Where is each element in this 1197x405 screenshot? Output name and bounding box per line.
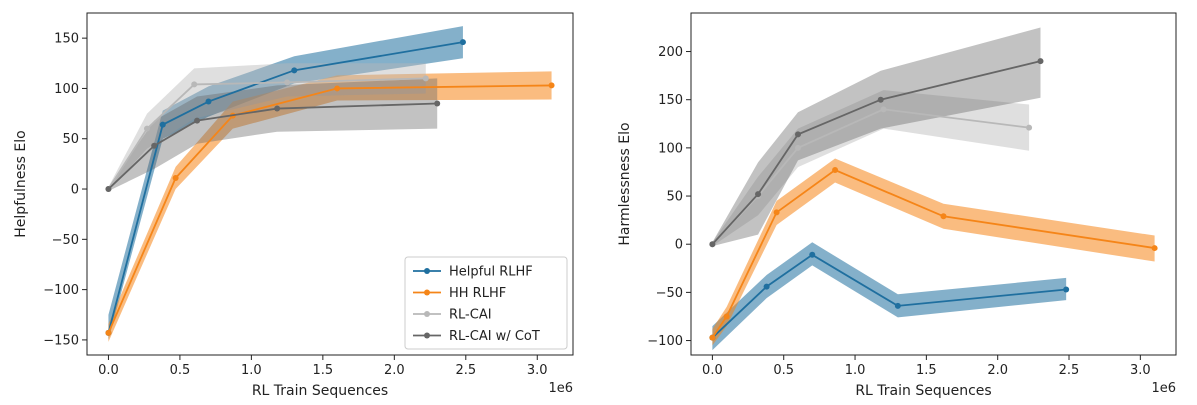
y-tick-label: −100 bbox=[647, 334, 683, 349]
y-tick-label: −150 bbox=[43, 333, 79, 348]
confidence-band-3 bbox=[108, 78, 438, 192]
data-point bbox=[773, 209, 780, 216]
y-tick-label: 100 bbox=[658, 141, 683, 156]
data-point bbox=[459, 39, 466, 46]
data-point bbox=[809, 251, 816, 258]
data-point bbox=[723, 313, 730, 320]
data-point bbox=[755, 191, 762, 198]
data-point bbox=[763, 283, 770, 290]
legend-box bbox=[404, 256, 568, 350]
x-tick-label: 1.5 bbox=[916, 363, 937, 378]
series-line-1 bbox=[711, 169, 1155, 339]
data-point bbox=[334, 85, 341, 92]
confidence-band-2 bbox=[108, 63, 426, 192]
helpfulness-plot: 0.0 0.5 1.0 1.5 2.0 2.5 3.0 −150 −100 −50 0 50 100 15… bbox=[13, 12, 574, 399]
x-tick-label: 0.5 bbox=[773, 363, 794, 378]
data-point bbox=[422, 75, 429, 82]
data-point bbox=[1037, 58, 1044, 65]
x-tick-label: 3.0 bbox=[527, 363, 548, 378]
data-point bbox=[434, 100, 441, 107]
data-point bbox=[144, 125, 151, 132]
x-tick-label: 2.0 bbox=[987, 363, 1008, 378]
legend: Helpful RLHF HH RLHF RL-CAI RL-CAI w/ CoT bbox=[404, 256, 568, 350]
data-point bbox=[877, 96, 884, 103]
y-tick-label: −100 bbox=[43, 283, 79, 298]
legend-label: RL-CAI bbox=[449, 308, 492, 323]
data-point bbox=[940, 213, 947, 220]
data-point bbox=[105, 186, 112, 193]
x-tick-label: 0.0 bbox=[702, 363, 723, 378]
data-point bbox=[894, 302, 901, 309]
data-point bbox=[284, 79, 291, 86]
data-point bbox=[1026, 124, 1033, 131]
legend-marker bbox=[424, 332, 430, 339]
x-tick-label: 2.0 bbox=[384, 363, 405, 378]
data-point bbox=[105, 329, 112, 336]
confidence-band-0 bbox=[108, 26, 463, 340]
y-tick-label: −50 bbox=[52, 233, 79, 248]
axes-frame bbox=[690, 12, 1177, 356]
x-tick-label: 2.5 bbox=[1059, 363, 1080, 378]
x-offset-text: 1e6 bbox=[1151, 381, 1176, 396]
data-point bbox=[191, 81, 198, 88]
x-tick-label: 1.0 bbox=[845, 363, 866, 378]
y-tick-label: −50 bbox=[656, 286, 683, 301]
data-point bbox=[205, 98, 212, 105]
y-tick-label: 150 bbox=[54, 32, 79, 47]
x-tick-label: 0.5 bbox=[170, 363, 191, 378]
y-axis-label: Harmlessness Elo bbox=[617, 122, 633, 245]
legend-marker bbox=[424, 311, 430, 317]
x-tick-label: 2.5 bbox=[455, 363, 476, 378]
confidence-band-3 bbox=[712, 27, 1041, 247]
y-tick-label: 0 bbox=[71, 183, 79, 198]
legend-label: Helpful RLHF bbox=[449, 265, 533, 280]
x-tick-label: 1.5 bbox=[313, 363, 334, 378]
x-axis-label: RL Train Sequences bbox=[855, 383, 991, 399]
data-point bbox=[151, 142, 158, 149]
y-tick-label: 200 bbox=[658, 45, 683, 60]
legend-marker bbox=[424, 289, 430, 296]
confidence-band-2 bbox=[712, 90, 1030, 247]
legend-label: RL-CAI w/ CoT bbox=[449, 329, 540, 344]
data-point bbox=[274, 105, 281, 112]
y-axis-label: Helpfulness Elo bbox=[13, 130, 29, 237]
data-point bbox=[159, 121, 166, 128]
harmlessness-plot: 0.0 0.5 1.0 1.5 2.0 2.5 3.0 −100 −50 0 50 100 150 200… bbox=[617, 12, 1177, 399]
data-point bbox=[709, 334, 716, 341]
data-point bbox=[832, 167, 839, 174]
data-point bbox=[194, 117, 201, 124]
y-tick-label: 100 bbox=[54, 82, 79, 97]
data-point bbox=[291, 67, 298, 74]
x-tick-label: 3.0 bbox=[1130, 363, 1151, 378]
y-tick-label: 50 bbox=[62, 132, 79, 147]
legend-marker bbox=[424, 268, 430, 274]
data-point bbox=[794, 144, 801, 151]
x-tick-label: 0.0 bbox=[98, 363, 119, 378]
confidence-band-0 bbox=[712, 242, 1067, 351]
axes-frame bbox=[86, 12, 574, 356]
data-point bbox=[709, 241, 716, 248]
y-tick-label: 50 bbox=[666, 190, 683, 205]
data-point bbox=[548, 82, 555, 89]
data-point bbox=[794, 131, 801, 138]
data-point bbox=[172, 174, 179, 181]
y-tick-label: 0 bbox=[675, 238, 683, 253]
x-offset-text: 1e6 bbox=[548, 381, 573, 396]
data-point bbox=[1063, 286, 1070, 293]
y-tick-label: 150 bbox=[658, 93, 683, 108]
x-tick-label: 1.0 bbox=[241, 363, 262, 378]
confidence-band-1 bbox=[108, 71, 552, 342]
data-point bbox=[1151, 245, 1158, 252]
data-point bbox=[880, 106, 887, 113]
legend-label: HH RLHF bbox=[449, 286, 506, 301]
x-axis-label: RL Train Sequences bbox=[252, 383, 388, 399]
